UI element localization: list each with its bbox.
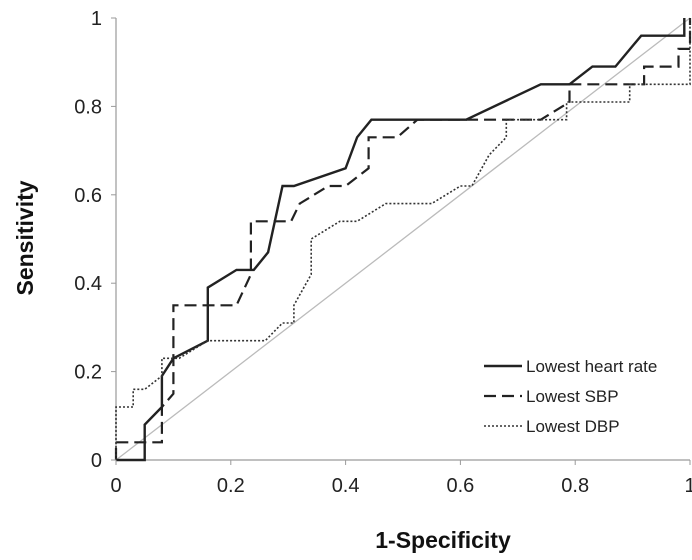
x-tick-label: 1 — [684, 475, 692, 497]
series-line-dotted — [115, 18, 691, 460]
plot-frame — [115, 18, 690, 461]
y-axis-ticks: 0 0.2 0.4 0.6 0.8 1 — [74, 8, 116, 472]
series-line-solid — [116, 18, 686, 462]
x-tick-label: 0.6 — [446, 475, 474, 497]
y-tick-label: 0.8 — [74, 96, 102, 118]
x-tick-label: 0.2 — [217, 475, 245, 497]
legend-label: Lowest SBP — [526, 387, 619, 406]
reference-line — [115, 17, 691, 461]
series-layer — [114, 18, 692, 462]
y-tick-label: 0.4 — [74, 273, 102, 295]
x-tick-label: 0 — [110, 475, 121, 497]
legend-label: Lowest DBP — [526, 417, 620, 436]
y-tick-label: 1 — [91, 8, 102, 30]
x-tick-label: 0.4 — [332, 475, 360, 497]
reference-diagonal — [115, 17, 691, 461]
y-tick-label: 0.2 — [74, 362, 102, 384]
x-tick-label: 0.8 — [561, 475, 589, 497]
y-axis-title: Sensitivity — [12, 180, 38, 295]
legend: Lowest heart rate Lowest SBP Lowest DBP — [484, 357, 657, 436]
y-tick-label: 0 — [91, 450, 102, 472]
legend-label: Lowest heart rate — [526, 357, 657, 376]
y-tick-label: 0.6 — [74, 185, 102, 207]
x-axis-ticks: 0 0.2 0.4 0.6 0.8 1 — [110, 460, 692, 497]
x-axis-title: 1-Specificity — [375, 527, 511, 553]
series-line-dashed — [114, 18, 692, 460]
